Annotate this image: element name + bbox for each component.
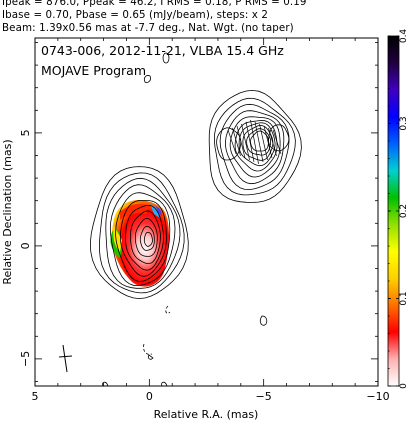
- contour-ring: [98, 172, 185, 294]
- y-tick-label: 0: [19, 242, 32, 249]
- contour-ring: [89, 166, 189, 300]
- polarization-tick: [268, 127, 277, 157]
- contour-ring: [129, 210, 161, 265]
- header-beam-info: Beam: 1.39x0.56 mas at -7.7 deg., Nat. W…: [2, 22, 294, 34]
- contour-ring: [268, 124, 290, 152]
- x-tick-label: 5: [32, 390, 39, 403]
- y-tick-label: 5: [19, 129, 32, 136]
- y-tick-label: −5: [19, 351, 32, 367]
- x-tick-label: −5: [256, 390, 272, 403]
- contour-ring: [229, 116, 281, 178]
- header-peak-stats: Ipeak = 876.0, Ppeak = 46.2, I RMS = 0.1…: [2, 0, 307, 8]
- colorbar-tick-label: 0.4: [399, 29, 409, 44]
- contour-ring: [109, 184, 176, 287]
- contour-ring: [119, 200, 167, 277]
- beam-ellipse: [58, 344, 73, 373]
- polarization-tick: [245, 121, 255, 163]
- contour-ring: [234, 120, 278, 172]
- jet-contours: [208, 89, 302, 203]
- jet-polarization-ticks: [227, 119, 282, 165]
- polarization-tick: [263, 125, 273, 159]
- x-axis-ticks: [34, 38, 379, 386]
- polarization-tick: [272, 129, 282, 155]
- x-axis-label: Relative R.A. (mas): [154, 408, 259, 421]
- x-tick-labels: 5 0 −5 −10: [32, 390, 390, 403]
- polarization-tick: [232, 127, 241, 157]
- contour-ring: [249, 130, 269, 152]
- x-tick-label: 0: [146, 390, 153, 403]
- contour-ring: [216, 127, 242, 161]
- chart-subtitle: MOJAVE Program: [41, 63, 146, 78]
- header-base-levels: Ibase = 0.70, Pbase = 0.65 (mJy/beam), s…: [2, 9, 268, 21]
- polarization-tick: [254, 121, 264, 163]
- colorbar-ticks: [388, 35, 399, 387]
- y-tick-labels: −5 0 5: [19, 129, 32, 367]
- contour-ring: [238, 122, 276, 167]
- noise-contours: [102, 52, 268, 387]
- x-tick-label: −10: [366, 390, 389, 403]
- contour-ring: [225, 110, 285, 185]
- polarization-tick: [241, 123, 250, 161]
- plot-frame: [34, 37, 379, 387]
- contour-ring: [208, 89, 302, 203]
- polarization-tick: [227, 129, 237, 155]
- colorbar-tick-labels: 0 0.1 0.2 0.3 0.4: [399, 29, 409, 389]
- contour-ring: [139, 225, 155, 251]
- contour-ring: [213, 97, 296, 196]
- contour-ring: [134, 217, 158, 257]
- y-axis-label: Relative Declination (mas): [1, 139, 14, 284]
- chart-title: 0743-006, 2012-11-21, VLBA 15.4 GHz: [41, 43, 284, 58]
- contour-ring: [105, 177, 181, 289]
- colorbar-tick-label: 0.2: [399, 204, 409, 218]
- polarization-tick: [259, 123, 268, 161]
- contour-ring: [125, 205, 164, 271]
- colorbar-tick-label: 0.1: [399, 291, 409, 305]
- contour-ring: [115, 192, 171, 282]
- core-contours: [89, 166, 189, 300]
- colorbar-tick-label: 0.3: [399, 116, 409, 130]
- contour-ring: [143, 231, 153, 247]
- colorbar-tick-label: 0: [399, 383, 409, 389]
- polarization-tick: [236, 125, 246, 159]
- contour-ring: [219, 103, 290, 191]
- y-axis-ticks: [35, 42, 378, 382]
- contour-ring: [242, 125, 274, 161]
- polarization-tick: [250, 119, 259, 165]
